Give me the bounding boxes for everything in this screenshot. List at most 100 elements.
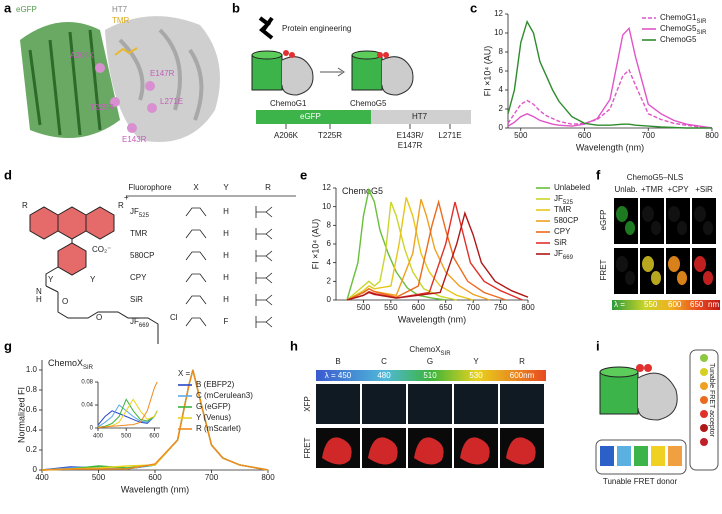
row-label: FRET (303, 437, 312, 458)
x-tick-label: 650 (439, 303, 453, 312)
column-label: G (427, 357, 433, 366)
scale-label: λ = 450 (325, 371, 352, 380)
x-tick-label: 550 (384, 303, 398, 312)
x-tick-label: 600 (412, 303, 426, 312)
label: Protein engineering (282, 24, 351, 33)
label: Tunable FRET acceptor (708, 363, 715, 438)
series-line (507, 26, 713, 129)
label: 600 (668, 300, 682, 309)
label: SiR (554, 238, 567, 247)
y-tick-label: 0 (499, 123, 504, 132)
label: O (62, 297, 68, 306)
x-tick-label: 500 (357, 303, 371, 312)
cell (322, 437, 352, 465)
label: G (eGFP) (196, 402, 231, 411)
y-axis-label: FI ×10⁴ (AU) (310, 219, 320, 270)
table-header: R (265, 183, 271, 192)
panel-label: f (596, 167, 601, 182)
micrograph (666, 198, 690, 244)
table-cell: JF (130, 317, 139, 326)
y-tick-label: 6 (499, 66, 504, 75)
label-subscript: 525 (563, 200, 574, 206)
panel-label: a (4, 0, 12, 15)
x-tick-label: 800 (521, 303, 535, 312)
label: A206K (274, 131, 299, 140)
nucleus (703, 221, 713, 235)
y-tick-label: 0 (327, 295, 332, 304)
scale-label: 600nm (510, 371, 535, 380)
x-tick-label: 600 (148, 473, 162, 482)
micrograph (316, 384, 360, 424)
label: λ = (614, 300, 625, 309)
label: B (EBFP2) (196, 380, 235, 389)
nucleus (668, 206, 680, 222)
label: Cl (170, 313, 178, 322)
label: ChemoG5–NLS (627, 173, 683, 182)
label: R (118, 201, 124, 210)
label: O (96, 313, 102, 322)
label: Unlabeled (554, 183, 590, 192)
label: T225R (318, 131, 342, 140)
x-axis-label: Wavelength (nm) (398, 314, 466, 324)
label: ChemoG5 (660, 24, 697, 33)
x-group (185, 229, 207, 239)
y-tick-label: 0 (33, 465, 38, 474)
legend-title: X = (178, 369, 191, 378)
series-line (507, 68, 713, 129)
row-label: eGFP (599, 210, 608, 231)
label: 580CP (554, 216, 578, 225)
micrograph (408, 384, 452, 424)
cell (414, 437, 444, 465)
x-tick-label: 800 (261, 473, 275, 482)
y-tick-label: 8 (327, 220, 332, 229)
table-cell: CPY (130, 273, 147, 282)
micrograph (500, 384, 544, 424)
y-tick-label: 0.08 (81, 380, 93, 386)
column-label: C (381, 357, 387, 366)
micrograph (454, 384, 498, 424)
label: HT7 (112, 5, 128, 14)
table-cell: H (223, 273, 229, 282)
nucleus (677, 271, 687, 285)
label: T225R (90, 103, 114, 112)
series-line (346, 199, 507, 301)
label: nm (708, 300, 719, 309)
label: SIR (441, 351, 452, 357)
label: ChemoG5SIR (660, 24, 707, 35)
label-subscript: SIR (696, 30, 707, 36)
y-tick-label: 0.6 (26, 405, 38, 414)
label: B (EBFP2) (196, 380, 235, 389)
micrograph (640, 198, 664, 244)
table-cell: JF (130, 207, 139, 216)
label: SiR (554, 238, 567, 247)
nucleus (668, 256, 680, 272)
row-label: FRET (599, 259, 608, 280)
r-group (255, 228, 273, 240)
series-line (97, 404, 158, 428)
y-tick-label: 0.2 (26, 445, 38, 454)
y-tick-label: 4 (499, 85, 504, 94)
table-cell: H (223, 229, 229, 238)
label: ChemoG1 (660, 13, 697, 22)
label: CO₂⁻ (92, 245, 111, 254)
y-tick-label: 10 (322, 202, 331, 211)
label: E143R/ (397, 131, 424, 140)
label: G (eGFP) (196, 402, 231, 411)
r-group (255, 250, 273, 262)
x-group (185, 207, 207, 217)
label: E147R (150, 69, 175, 78)
table-cell: TMR (130, 229, 148, 238)
label: N (36, 287, 42, 296)
y-tick-label: 1.0 (26, 365, 38, 374)
column-label: Unlab. (614, 185, 637, 194)
label: JF (554, 194, 563, 203)
label: L271E (438, 131, 461, 140)
micrograph (692, 248, 716, 294)
panel-label: i (596, 338, 600, 353)
table-header: Y (223, 183, 229, 192)
x-tick-label: 600 (578, 131, 592, 140)
label: JF669 (554, 249, 574, 260)
table-cell: 525 (139, 213, 150, 219)
micrograph (666, 248, 690, 294)
